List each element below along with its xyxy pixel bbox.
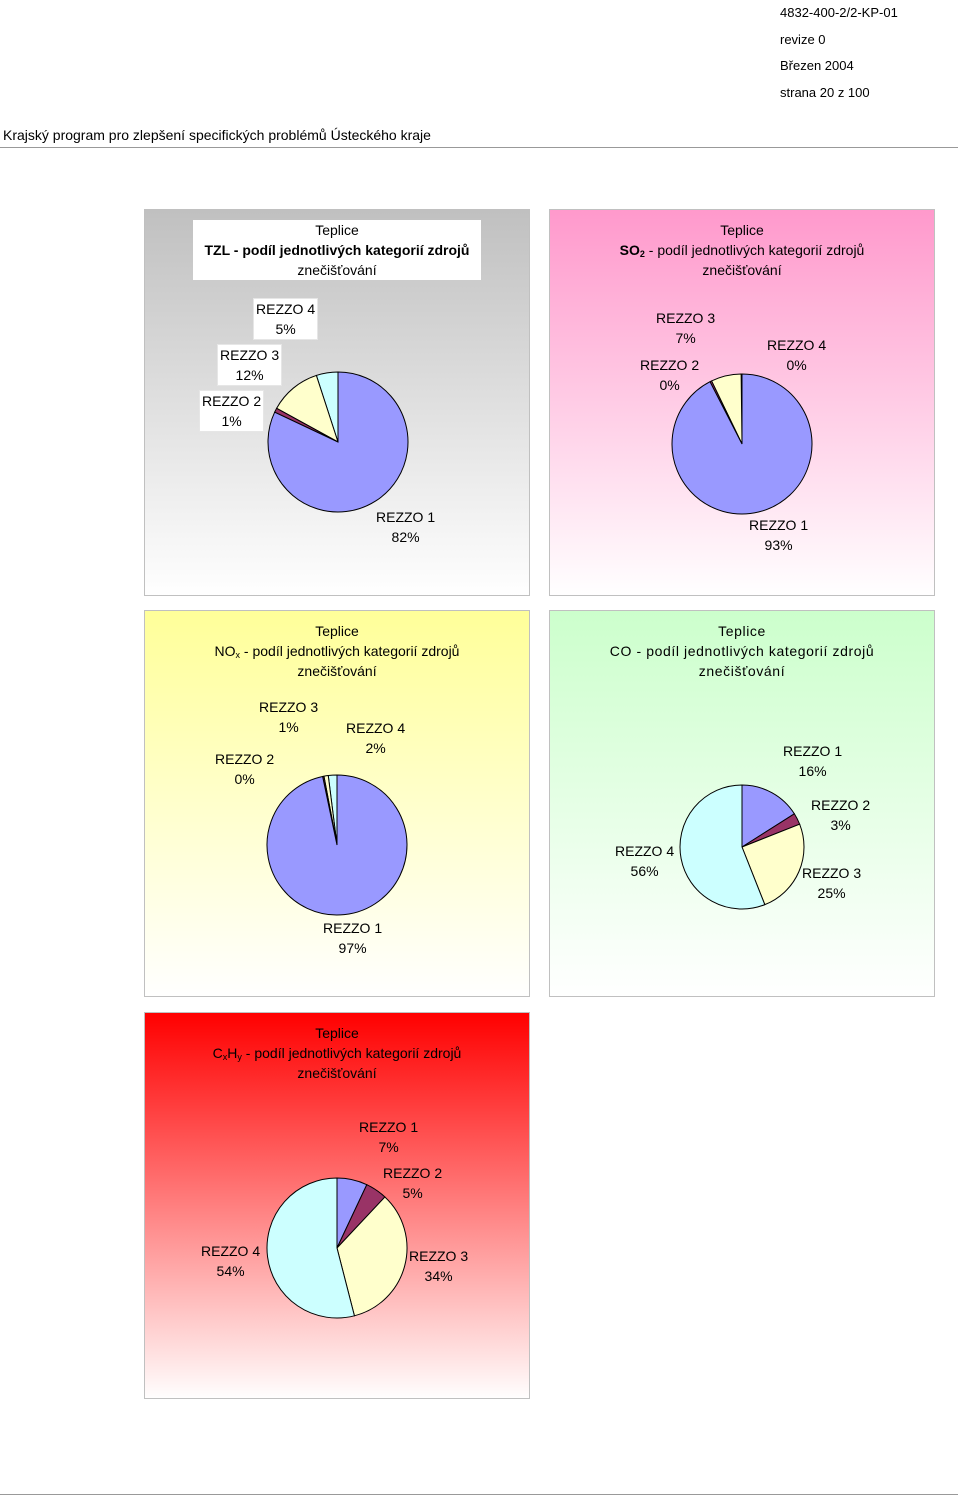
doc-page: strana 20 z 100 [780,84,870,100]
chart-cxhy-svg [145,1013,529,1398]
pie-slice-rezzo4 [679,784,766,910]
title-place: Teplice [718,623,766,639]
header-rule [0,147,958,148]
data-label-rezzo3: REZZO 3 7% [656,310,716,346]
data-label-rezzo1: REZZO 1 97% [323,920,383,956]
chart-nox-svg [145,611,529,996]
title-line3: znečišťování [297,1065,377,1081]
chart-title-nox: Teplice NOx - podíl jednotlivých kategor… [145,621,529,681]
chart-panel-so2: Teplice SO2 - podíl jednotlivých kategor… [549,209,935,596]
chart-title-cxhy: Teplice CxHy - podíl jednotlivých katego… [145,1023,529,1083]
data-label-rezzo1: REZZO 1 82% [376,509,436,545]
title-line3: znečišťování [698,663,786,679]
data-label-rezzo1: REZZO 1 16% [783,743,843,779]
pie-slice-rezzo3 [336,1196,408,1317]
data-label-rezzo1: REZZO 1 7% [359,1119,419,1155]
data-label-rezzo4: REZZO 4 2% [346,720,406,756]
data-label-rezzo3: REZZO 3 1% [259,699,319,735]
data-label-rezzo2: REZZO 2 0% [215,751,275,787]
title-line3: znečišťování [297,663,377,679]
footer-rule [0,1494,958,1495]
data-label-rezzo2: REZZO 2 3% [811,797,871,833]
title-line3: znečišťování [297,262,377,278]
title-rest: - podíl jednotlivých kategorií zdrojů [644,242,865,258]
data-label-rezzo2: REZZO 2 0% [640,357,700,393]
chart-title-co: Teplice CO - podíl jednotlivých kategori… [550,621,934,681]
title-formula: SO [619,242,640,258]
pie-slice-rezzo3 [741,823,805,906]
data-label-rezzo4: REZZO 4 5% [253,298,319,340]
title-place: Teplice [720,222,764,238]
title-formula: NO [214,643,236,659]
chart-panel-co: Teplice CO - podíl jednotlivých kategori… [549,610,935,997]
doc-date: Březen 2004 [780,58,854,73]
data-label-rezzo1: REZZO 1 93% [749,517,809,553]
title-place: Teplice [315,623,359,639]
title-rest: - podíl jednotlivých kategorií zdrojů [229,242,470,258]
title-place: Teplice [315,1025,359,1041]
chart-so2-svg [550,210,934,595]
chart-title-tzl: Teplice TZL - podíl jednotlivých kategor… [193,220,481,280]
document-title: Krajský program pro zlepšení specifickýc… [3,127,431,143]
data-label-rezzo4: REZZO 4 54% [201,1243,261,1279]
chart-panel-cxhy: Teplice CxHy - podíl jednotlivých katego… [144,1012,530,1399]
pie-slice-rezzo4 [266,1177,356,1319]
document-meta: 4832-400-2/2-KP-01 revize 0 Březen 2004 … [780,0,898,106]
pie-slice-rezzo1 [267,371,409,513]
data-label-rezzo2: REZZO 2 1% [199,390,265,432]
pie-slice-rezzo1 [671,373,813,515]
doc-revision: revize 0 [780,31,826,47]
data-label-rezzo3: REZZO 3 12% [217,344,283,386]
data-label-rezzo2: REZZO 2 5% [383,1165,443,1201]
title-subscript: 2 [639,249,645,259]
data-label-rezzo4: REZZO 4 56% [615,843,675,879]
chart-panel-nox: Teplice NOx - podíl jednotlivých kategor… [144,610,530,997]
chart-title-so2: Teplice SO2 - podíl jednotlivých kategor… [550,220,934,280]
title-rest: - podíl jednotlivých kategorií zdrojů [240,643,460,659]
chart-co-svg [550,611,934,996]
title-line3: znečišťování [702,262,782,278]
title-subscript: x [235,650,241,660]
pie-slice-rezzo1 [266,774,408,916]
chart-panel-tzl: Teplice TZL - podíl jednotlivých kategor… [144,209,530,596]
title-place: Teplice [315,222,359,238]
doc-code: 4832-400-2/2-KP-01 [780,5,898,20]
data-label-rezzo3: REZZO 3 25% [802,865,862,901]
pie-slice-rezzo1 [741,784,796,848]
title-formula: TZL [204,242,230,258]
data-label-rezzo3: REZZO 3 34% [409,1248,469,1284]
title-rest: - podíl jednotlivých kategorií zdrojů [241,1045,462,1061]
title-formula: CO [609,643,632,659]
title-rest: - podíl jednotlivých kategorií zdrojů [631,643,875,659]
data-label-rezzo4: REZZO 4 0% [767,337,827,373]
